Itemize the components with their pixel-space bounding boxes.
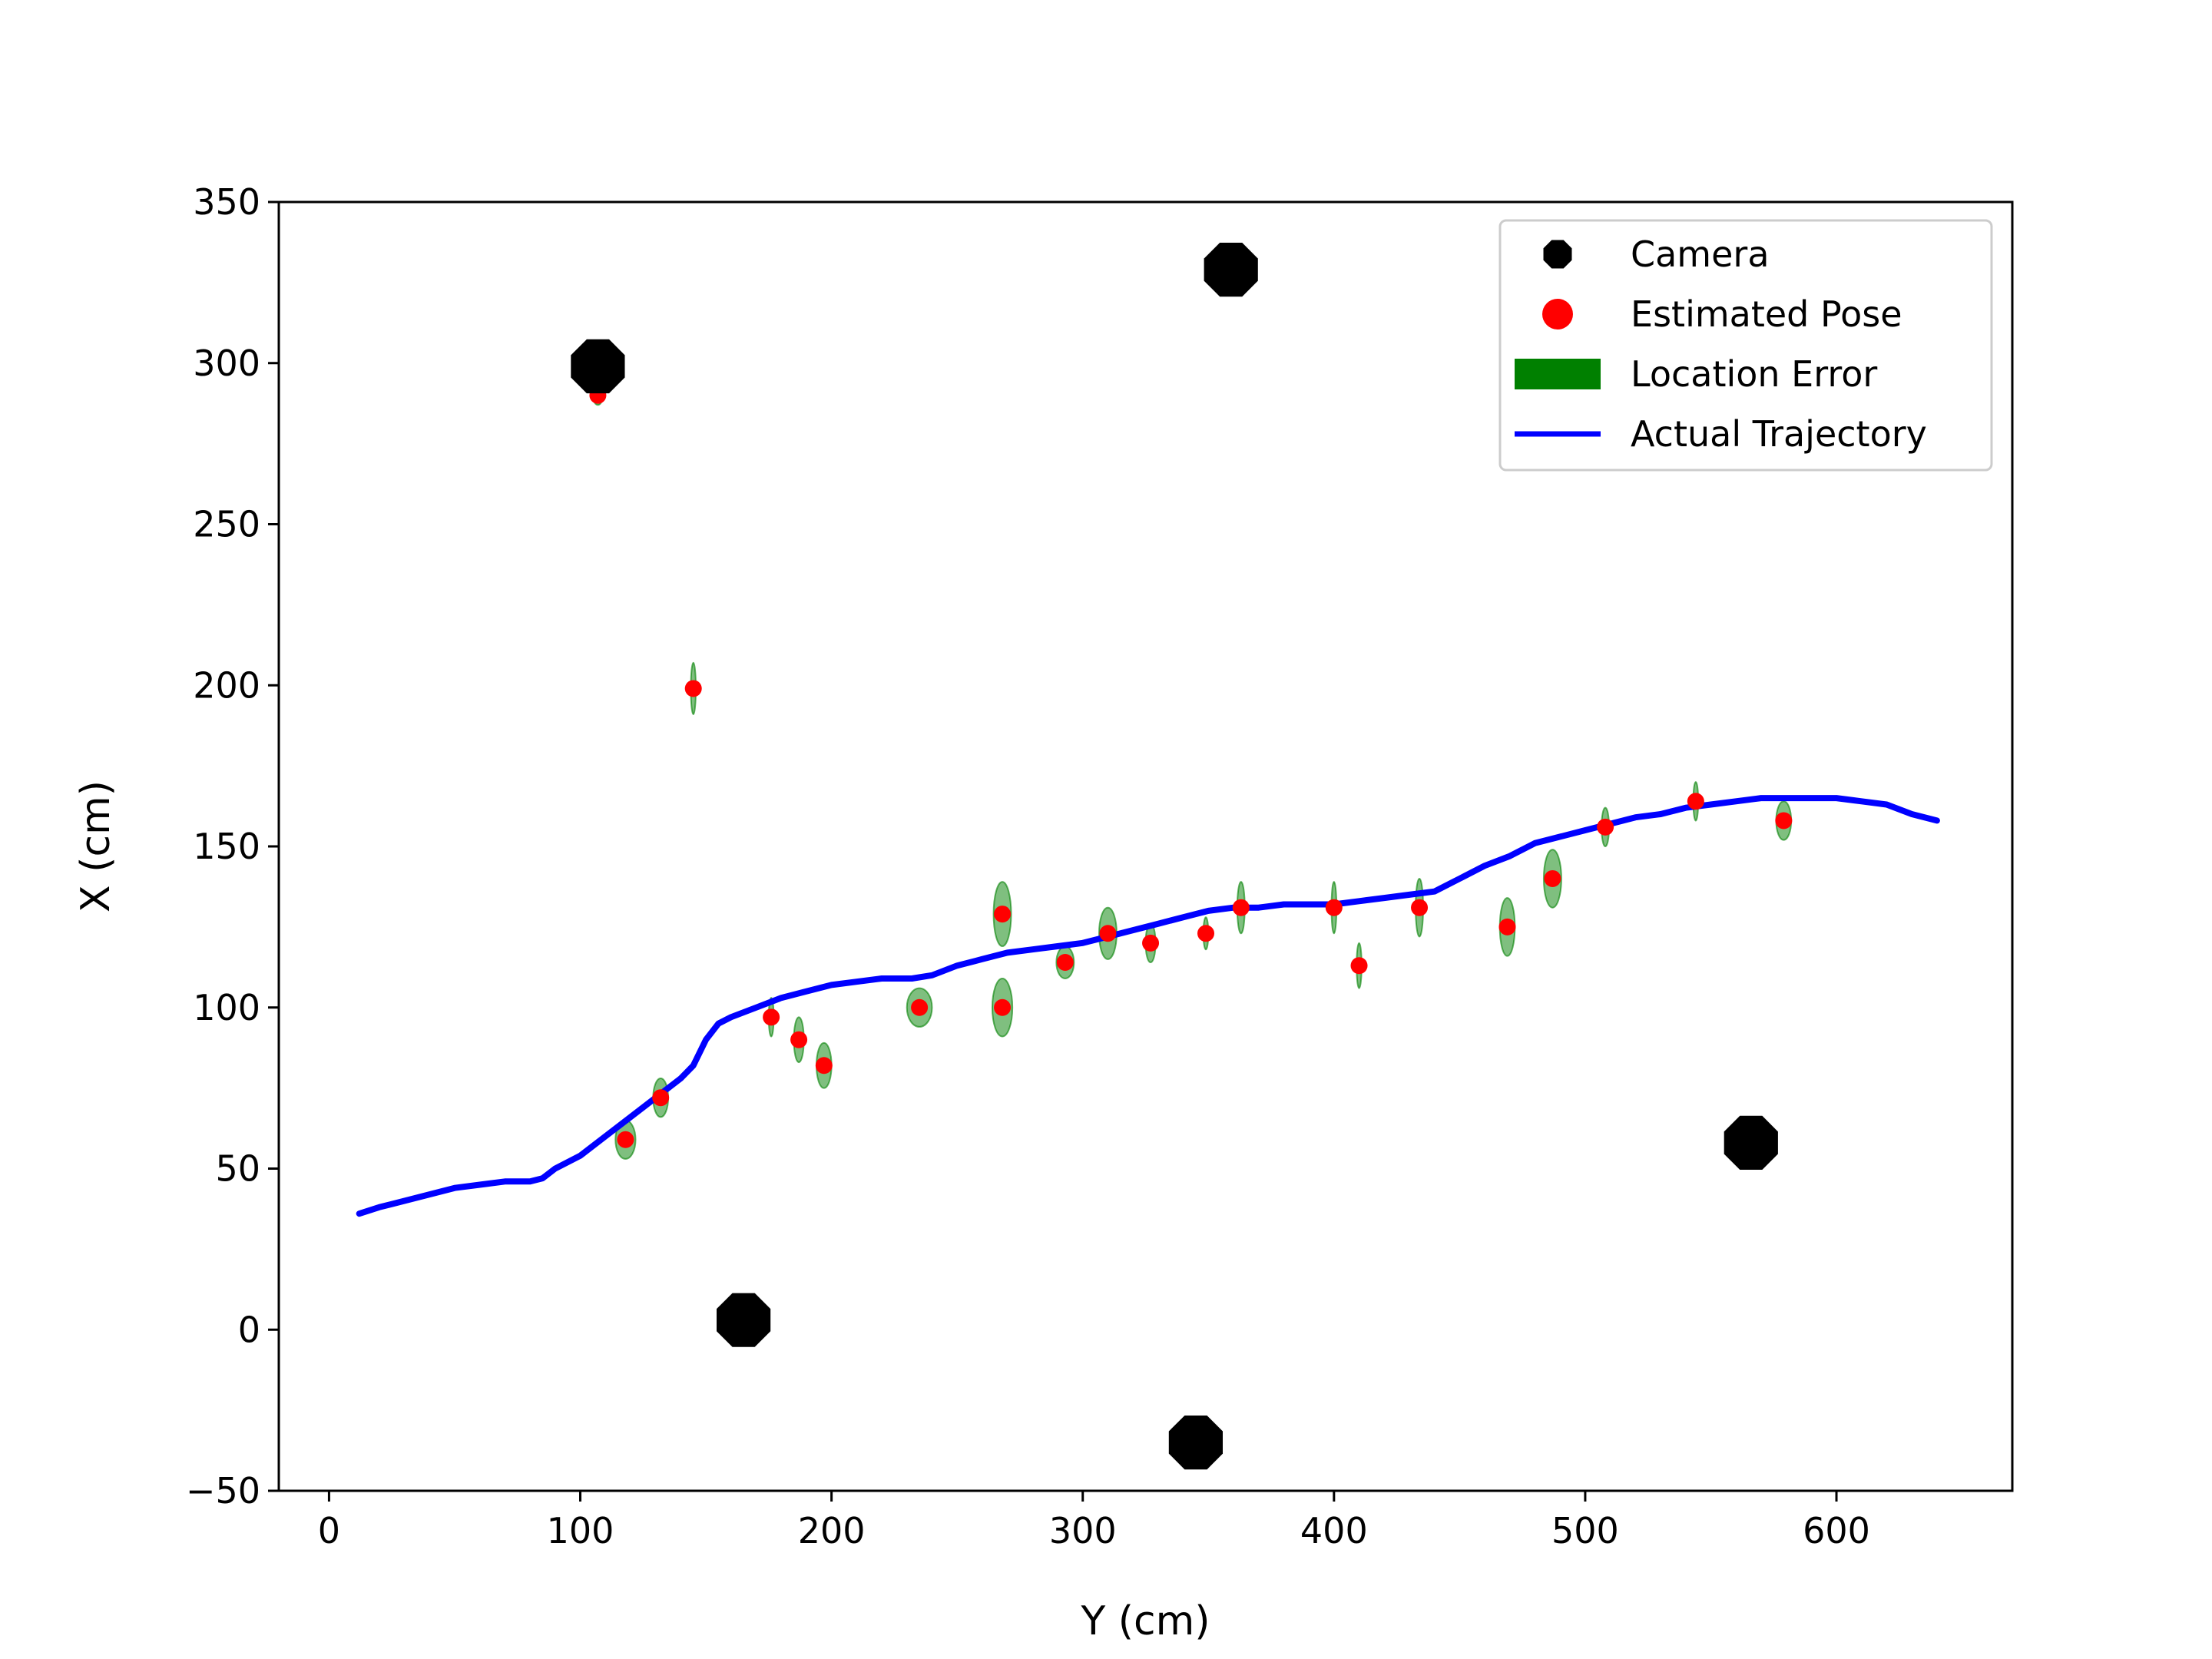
estimated-pose-point xyxy=(1411,899,1429,916)
y-tick-label: −50 xyxy=(186,1470,260,1512)
camera-marker xyxy=(717,1293,771,1347)
x-tick-label: 100 xyxy=(547,1510,614,1551)
y-axis-ticks: −50 0 50 100 150 200 250 300 350 xyxy=(186,181,279,1512)
legend-error-symbol xyxy=(1515,359,1601,389)
y-tick-label: 200 xyxy=(193,664,260,706)
legend-pose-label: Estimated Pose xyxy=(1631,293,1902,335)
x-tick-label: 200 xyxy=(798,1510,866,1551)
legend-box xyxy=(1498,219,1993,472)
y-tick-label: 50 xyxy=(215,1148,260,1190)
y-tick-label: 0 xyxy=(238,1309,260,1350)
legend-trajectory-label: Actual Trajectory xyxy=(1631,413,1927,455)
estimated-pose-point xyxy=(994,998,1012,1016)
x-tick-label: 500 xyxy=(1551,1510,1619,1551)
estimated-pose-point xyxy=(684,680,702,697)
legend-camera-symbol xyxy=(1543,240,1572,269)
legend-camera-label: Camera xyxy=(1631,233,1770,275)
y-axis-label: X (cm) xyxy=(73,780,119,912)
y-tick-label: 300 xyxy=(193,343,260,384)
camera-layer xyxy=(571,243,1778,1470)
estimated-pose-point xyxy=(1597,818,1614,836)
x-tick-label: 400 xyxy=(1300,1510,1368,1551)
y-tick-label: 250 xyxy=(193,504,260,545)
estimated-pose-point xyxy=(1775,812,1793,830)
x-axis-ticks: 0 100 200 300 400 500 600 xyxy=(318,1491,1870,1551)
estimated-pose-point xyxy=(1056,954,1074,972)
x-axis-label: Y (cm) xyxy=(1080,1598,1210,1644)
camera-marker xyxy=(571,339,625,394)
y-tick-label: 150 xyxy=(193,826,260,867)
estimated-pose-point xyxy=(911,998,929,1016)
estimated-pose-point xyxy=(1232,899,1250,916)
estimated-pose-point xyxy=(763,1008,780,1026)
camera-marker xyxy=(1204,243,1258,297)
legend-pose-symbol xyxy=(1542,299,1573,329)
y-tick-label: 100 xyxy=(193,987,260,1028)
estimated-pose-layer xyxy=(589,386,1793,1148)
estimated-pose-point xyxy=(790,1031,808,1048)
x-tick-label: 0 xyxy=(318,1510,340,1551)
estimated-pose-point xyxy=(1142,934,1160,952)
estimated-pose-point xyxy=(1544,869,1561,887)
estimated-pose-point xyxy=(652,1089,670,1107)
estimated-pose-point xyxy=(1350,957,1368,975)
y-tick-label: 350 xyxy=(193,181,260,223)
x-tick-label: 600 xyxy=(1803,1510,1870,1551)
x-tick-label: 300 xyxy=(1049,1510,1117,1551)
estimated-pose-point xyxy=(1687,793,1704,810)
estimated-pose-point xyxy=(994,906,1012,923)
estimated-pose-point xyxy=(617,1131,634,1148)
legend-error-label: Location Error xyxy=(1631,353,1877,395)
legend: Camera Estimated Pose Location Error Actual… xyxy=(1498,219,1993,472)
camera-marker xyxy=(1168,1416,1223,1470)
estimated-pose-point xyxy=(1498,918,1516,935)
camera-marker xyxy=(1724,1115,1778,1170)
estimated-pose-point xyxy=(1099,925,1117,942)
estimated-pose-point xyxy=(1197,925,1215,942)
estimated-pose-point xyxy=(1325,899,1343,916)
estimated-pose-point xyxy=(815,1057,833,1075)
